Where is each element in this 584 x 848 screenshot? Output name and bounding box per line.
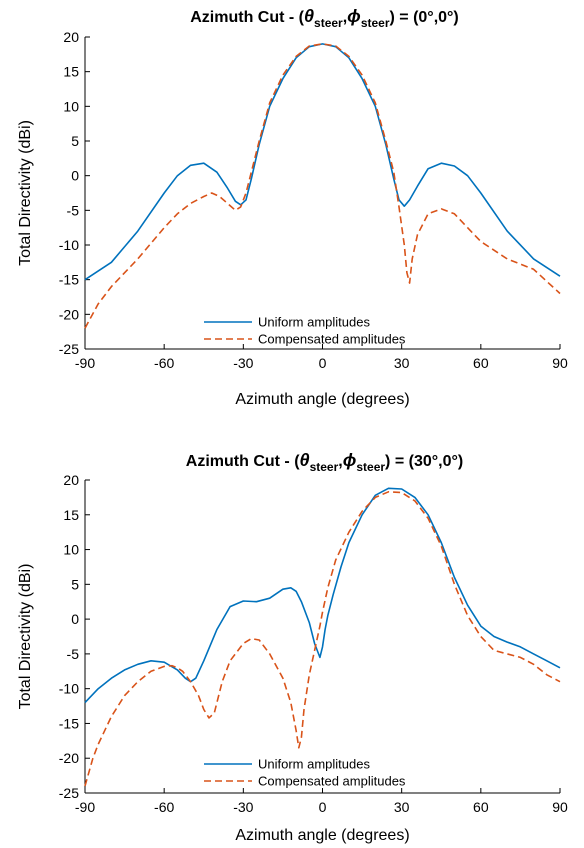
y-tick-label: -5 [67, 202, 80, 218]
y-tick-label: 10 [63, 542, 79, 558]
title-part: steer [356, 460, 385, 474]
chart-2: Azimuth Cut - (θsteer,ϕsteer) = (30°,0°)… [17, 450, 568, 844]
y-tick-label: -25 [59, 341, 79, 357]
title-part: ) = [385, 453, 409, 470]
y-tick-label: -15 [59, 715, 79, 731]
legend: Uniform amplitudes Compensated amplitudes [204, 315, 406, 347]
title-part: θ [300, 450, 310, 470]
x-tick-label: -30 [233, 799, 253, 815]
title-part: (0°,0°) [413, 9, 459, 26]
legend-entry-label: Uniform amplitudes [258, 757, 370, 772]
title-part: ) = [390, 9, 414, 26]
y-tick-label: 0 [71, 611, 79, 627]
y-tick-label: -25 [59, 785, 79, 801]
x-axis-label: Azimuth angle (degrees) [235, 391, 409, 408]
legend-entry-label: Compensated amplitudes [258, 774, 406, 789]
x-tick-label: 0 [319, 799, 327, 815]
x-tick-label: -60 [154, 355, 174, 371]
y-tick-label: 10 [63, 98, 79, 114]
x-tick-label: -60 [154, 799, 174, 815]
title-part: ( [294, 453, 300, 470]
y-tick-label: -20 [59, 306, 79, 322]
series-line-uniform [84, 43, 561, 281]
series-line-compensated [84, 490, 561, 787]
title-part: ϕ [347, 6, 361, 26]
y-tick-label: 15 [63, 507, 79, 523]
x-tick-label: 60 [473, 355, 489, 371]
title-part: Azimuth Cut - [190, 9, 298, 26]
x-tick-label: -90 [75, 355, 95, 371]
title-part: steer [361, 16, 390, 30]
y-tick-label: 15 [63, 64, 79, 80]
series-line-compensated [84, 43, 561, 329]
legend-entry-label: Uniform amplitudes [258, 315, 370, 330]
chart-title: Azimuth Cut - (θsteer,ϕsteer) = (30°,0°) [186, 450, 463, 474]
x-tick-label: 60 [473, 799, 489, 815]
y-tick-label: -20 [59, 750, 79, 766]
x-tick-label: 90 [552, 799, 568, 815]
title-part: ϕ [343, 450, 357, 470]
title-part: Azimuth Cut - [186, 453, 294, 470]
title-part: θ [304, 6, 314, 26]
title-part: steer [314, 16, 343, 30]
x-tick-label: 0 [319, 355, 327, 371]
title-part: steer [310, 460, 339, 474]
y-tick-label: 20 [63, 472, 79, 488]
chart-1: Azimuth Cut - (θsteer,ϕsteer) = (0°,0°)2… [17, 6, 568, 408]
legend-entry-label: Compensated amplitudes [258, 332, 406, 347]
x-axis-label: Azimuth angle (degrees) [235, 827, 409, 844]
y-tick-label: 0 [71, 168, 79, 184]
title-part: ( [299, 9, 305, 26]
y-tick-label: 20 [63, 29, 79, 45]
y-tick-label: 5 [71, 576, 79, 592]
y-tick-label: -15 [59, 272, 79, 288]
y-tick-label: 5 [71, 133, 79, 149]
y-tick-label: -10 [59, 237, 79, 253]
legend: Uniform amplitudes Compensated amplitudes [204, 757, 406, 789]
x-tick-label: 30 [394, 355, 410, 371]
y-axis-label: Total Directivity (dBi) [17, 120, 34, 266]
x-tick-label: 90 [552, 355, 568, 371]
x-tick-label: -30 [233, 355, 253, 371]
title-part: , [338, 453, 342, 470]
x-tick-label: -90 [75, 799, 95, 815]
series-line-uniform [84, 487, 561, 704]
chart-title: Azimuth Cut - (θsteer,ϕsteer) = (0°,0°) [190, 6, 459, 30]
x-tick-label: 30 [394, 799, 410, 815]
y-tick-label: -5 [67, 646, 80, 662]
y-tick-label: -10 [59, 681, 79, 697]
y-axis-label: Total Directivity (dBi) [17, 564, 34, 710]
title-part: (30°,0°) [409, 453, 464, 470]
title-part: , [343, 9, 347, 26]
